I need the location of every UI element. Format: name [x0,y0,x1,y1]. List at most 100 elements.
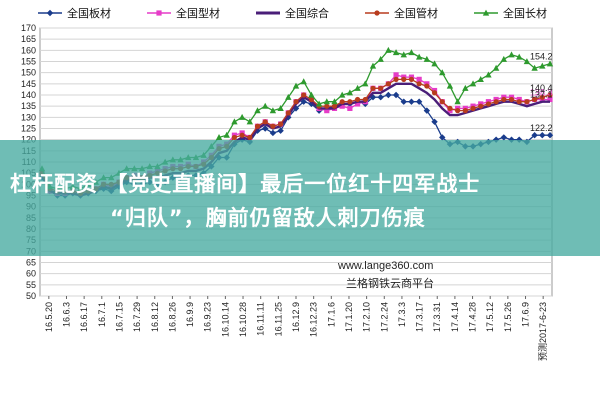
data-point [508,51,515,58]
banner-headline-line2[interactable]: “归队”，胸前仍留敌人刺刀伤痕 [110,206,426,230]
data-point [516,99,522,105]
data-point [531,64,538,71]
x-tick-label: 预测2017-6-23 [538,302,548,361]
data-point [439,69,446,76]
x-tick-label: 17.3.3 [397,302,407,327]
data-point [392,49,400,56]
data-point [324,103,330,109]
x-tick-label: 17.5.26 [503,302,513,332]
data-point [462,108,468,114]
legend-label: 全国长材 [503,6,547,20]
data-point [323,98,330,105]
end-value-label: 154.2 [530,52,553,62]
x-tick-label: 16.10.14 [220,302,230,337]
watermark-company: 兰格钢铁云商平台 [346,276,434,290]
data-point [485,101,492,107]
legend-label: 全国综合 [285,6,329,20]
data-point [324,108,330,114]
data-point [285,110,291,116]
x-tick-label: 17.4.28 [468,302,478,332]
data-point [269,107,277,114]
data-point [338,91,346,98]
data-point [523,58,531,65]
data-point [378,85,384,91]
data-point [215,134,223,141]
data-point [262,125,269,132]
data-point [408,98,415,105]
data-point [246,118,254,125]
data-point [400,51,407,58]
end-value-label: 138.3 [530,87,553,97]
legend-item: 全国管材 [365,6,438,20]
data-point [401,76,407,82]
y-tick-label: 125 [21,124,36,134]
legend: 全国板材 全国型材 全国综合 全国管材 全国长材 [38,6,547,20]
data-point [415,98,423,105]
data-point [508,96,515,103]
x-tick-label: 17.3.17 [415,302,425,332]
y-tick-label: 55 [26,280,36,290]
data-point [377,55,384,62]
data-point [492,64,500,71]
data-point [385,46,392,53]
data-point [393,72,399,78]
data-point [270,123,276,129]
x-tick-label: 16.12.23 [309,302,319,337]
data-point [278,121,284,127]
data-point [292,82,300,89]
news-banner[interactable]: 杠杆配资 【党史直播间】最后一位红十四军战士 “归队”，胸前仍留敌人刺刀伤痕 [0,140,600,256]
data-point [331,103,338,109]
data-point [415,53,423,60]
x-axis: 16.5.20 16.6.3 16.6.17 16.7.1 16.7.15 16.7.29… [44,296,548,361]
data-point [301,92,307,98]
x-tick-label: 17.6.9 [521,302,531,327]
end-value-label: 122.2 [530,123,553,133]
x-tick-label: 16.5.20 [44,302,54,332]
data-point [46,9,54,17]
data-point [447,105,453,111]
data-point [539,132,546,139]
y-tick-label: 145 [21,79,36,89]
y-tick-label: 165 [21,34,36,44]
data-point [293,99,299,105]
data-point [354,101,361,107]
x-tick-label: 16.11.25 [273,302,283,336]
legend-item: 全国板材 [38,6,111,20]
legend-item: 全国综合 [256,6,329,20]
data-point [369,62,377,69]
data-point [254,123,261,129]
y-tick-label: 140 [21,90,36,100]
x-tick-label: 16.10.28 [238,302,248,337]
data-point [539,62,546,69]
data-point [269,129,277,137]
legend-label: 全国型材 [176,6,220,20]
x-tick-label: 16.11.11 [256,302,266,336]
data-point [547,92,553,98]
data-point [469,80,477,87]
x-tick-label: 16.8.12 [150,302,160,332]
data-point [156,10,162,16]
data-point [462,84,469,91]
data-point [292,105,300,112]
data-point [285,93,292,100]
data-point [408,49,415,56]
data-point [347,105,353,111]
x-tick-label: 17.2.24 [379,302,389,332]
data-point [539,94,545,100]
data-point [423,107,431,114]
data-point [455,108,461,114]
y-tick-label: 65 [26,258,36,268]
data-point [354,96,361,103]
data-point [339,103,345,109]
x-tick-label: 16.6.17 [79,302,89,332]
data-point [531,132,538,139]
data-point [516,53,523,60]
y-tick-label: 130 [21,112,36,122]
end-value-label: 137.1 [530,90,553,100]
data-point [277,105,284,111]
data-point [347,99,353,105]
data-point [308,91,315,98]
banner-headline-line1[interactable]: 杠杆配资 【党史直播间】最后一位红十四军战士 [10,172,481,196]
